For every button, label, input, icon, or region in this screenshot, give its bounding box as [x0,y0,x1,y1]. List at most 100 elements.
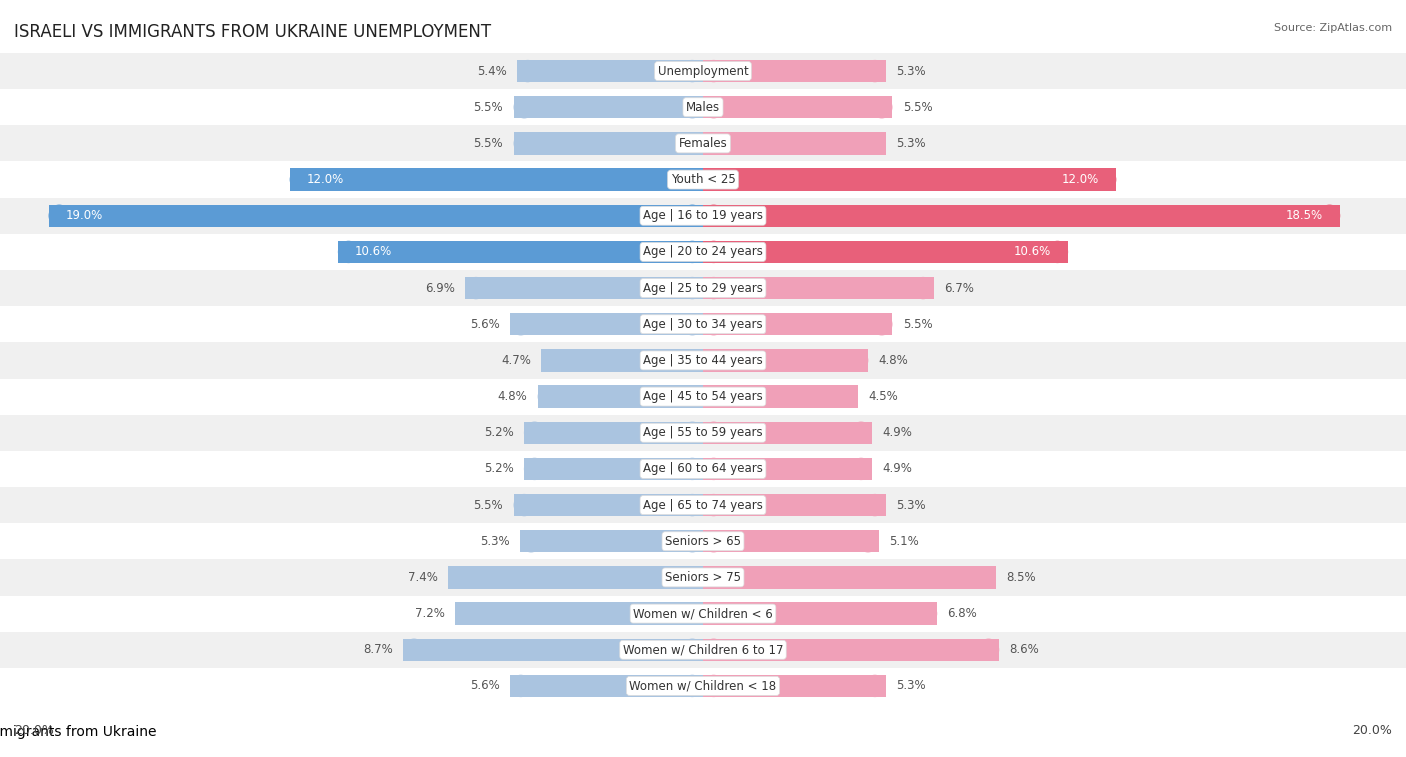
Text: 5.5%: 5.5% [903,318,932,331]
Text: 20.0%: 20.0% [14,724,53,737]
Circle shape [851,458,872,480]
Circle shape [872,313,893,335]
Circle shape [513,96,534,118]
Circle shape [1047,241,1069,263]
Text: Youth < 25: Youth < 25 [671,173,735,186]
Circle shape [703,494,724,516]
Circle shape [682,96,703,118]
Text: ISRAELI VS IMMIGRANTS FROM UKRAINE UNEMPLOYMENT: ISRAELI VS IMMIGRANTS FROM UKRAINE UNEMP… [14,23,491,41]
Text: 5.3%: 5.3% [896,680,925,693]
Bar [703,566,995,589]
Circle shape [520,530,541,553]
Text: 18.5%: 18.5% [1286,209,1323,223]
Text: 5.3%: 5.3% [896,64,925,77]
Circle shape [510,674,531,697]
Circle shape [682,639,703,661]
Circle shape [858,530,879,553]
Circle shape [48,204,70,227]
Bar [703,494,886,516]
Circle shape [510,313,531,335]
Circle shape [703,674,724,697]
Bar [0,126,1406,161]
Text: 5.1%: 5.1% [889,534,918,548]
Circle shape [703,603,724,625]
Text: Age | 55 to 59 years: Age | 55 to 59 years [643,426,763,439]
Circle shape [703,639,724,661]
Bar [703,530,879,553]
Text: 4.9%: 4.9% [882,426,912,439]
Text: Women w/ Children < 18: Women w/ Children < 18 [630,680,776,693]
Text: 8.6%: 8.6% [1010,643,1039,656]
Bar [0,161,1406,198]
Text: Age | 60 to 64 years: Age | 60 to 64 years [643,463,763,475]
Circle shape [524,422,546,444]
Bar [0,342,1406,378]
Circle shape [865,674,886,697]
Text: 5.6%: 5.6% [470,680,499,693]
Circle shape [524,458,546,480]
Text: Unemployment: Unemployment [658,64,748,77]
Text: 5.5%: 5.5% [903,101,932,114]
Text: 20.0%: 20.0% [1353,724,1392,737]
Bar [703,639,1000,661]
Circle shape [872,96,893,118]
Bar [513,494,703,516]
Bar [0,53,1406,89]
Circle shape [513,494,534,516]
Bar [449,566,703,589]
Bar [703,132,886,154]
Circle shape [979,639,1000,661]
Circle shape [682,566,703,589]
Text: 4.5%: 4.5% [869,390,898,403]
Bar [703,422,872,444]
Bar [537,385,703,408]
Circle shape [682,349,703,372]
Bar [510,674,703,697]
Circle shape [541,349,562,372]
Circle shape [682,277,703,299]
Circle shape [865,494,886,516]
Circle shape [865,132,886,154]
Circle shape [537,385,560,408]
Circle shape [703,566,724,589]
Bar [0,306,1406,342]
Text: 5.4%: 5.4% [477,64,506,77]
Circle shape [682,132,703,154]
Bar [0,270,1406,306]
Text: 10.6%: 10.6% [1014,245,1050,258]
Circle shape [703,313,724,335]
Circle shape [456,603,477,625]
Text: 7.4%: 7.4% [408,571,437,584]
Text: 19.0%: 19.0% [66,209,103,223]
Text: 4.7%: 4.7% [501,354,531,367]
Text: 8.7%: 8.7% [363,643,392,656]
Text: Females: Females [679,137,727,150]
Circle shape [337,241,359,263]
Circle shape [703,96,724,118]
Text: 4.8%: 4.8% [498,390,527,403]
Bar [0,523,1406,559]
Circle shape [703,168,724,191]
Circle shape [703,349,724,372]
Text: 12.0%: 12.0% [307,173,344,186]
Circle shape [517,60,538,83]
Bar [465,277,703,299]
Circle shape [682,385,703,408]
Bar [513,96,703,118]
Bar [520,530,703,553]
Circle shape [682,603,703,625]
Circle shape [703,385,724,408]
Bar [524,422,703,444]
Bar [0,559,1406,596]
Text: 8.5%: 8.5% [1007,571,1036,584]
Bar [0,596,1406,631]
Circle shape [703,60,724,83]
Text: 7.2%: 7.2% [415,607,444,620]
Bar [703,241,1069,263]
Bar [703,96,893,118]
Text: Males: Males [686,101,720,114]
Circle shape [912,277,934,299]
Circle shape [682,313,703,335]
Circle shape [1319,204,1340,227]
Text: 5.5%: 5.5% [474,499,503,512]
